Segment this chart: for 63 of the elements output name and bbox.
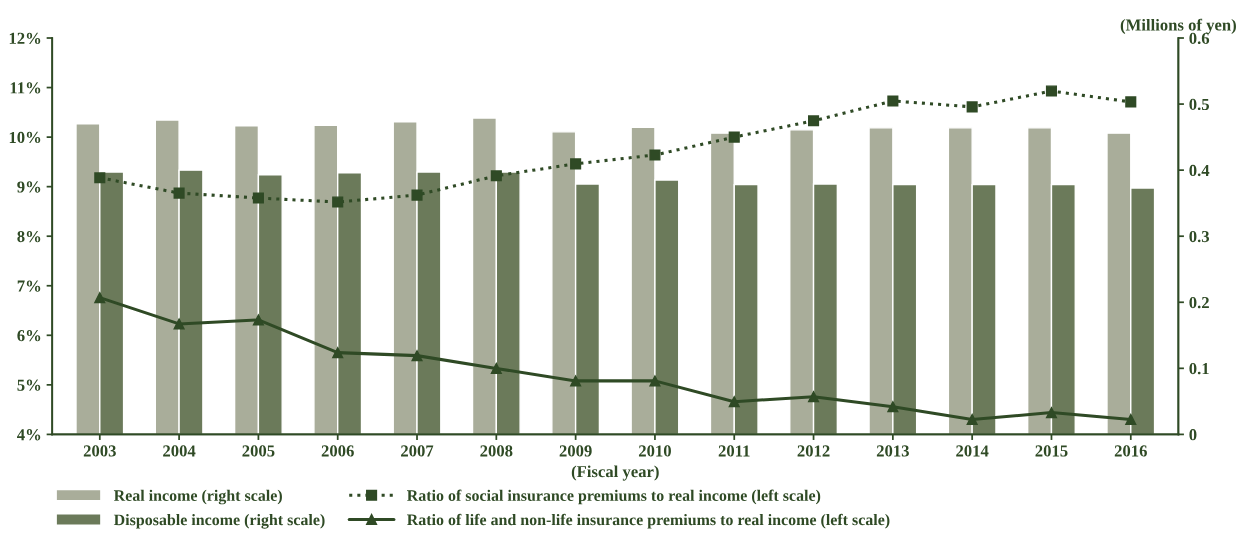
- point: [173, 318, 185, 330]
- point: [807, 391, 820, 403]
- point: [252, 192, 264, 204]
- x-tick-label: 2012: [797, 445, 830, 457]
- x-tick-label: 2004: [163, 445, 196, 457]
- point: [332, 347, 344, 359]
- point: [173, 187, 185, 199]
- y-tick-label: 7%: [17, 280, 41, 292]
- point: [807, 115, 820, 127]
- y2-tick-label: 0.4: [1189, 164, 1210, 177]
- y2-tick-label: 0.5: [1189, 98, 1209, 111]
- point: [1125, 96, 1137, 108]
- point: [490, 170, 502, 182]
- x-tick-label: 2005: [242, 445, 275, 457]
- y-tick-label: 4%: [17, 429, 41, 441]
- point: [94, 172, 106, 184]
- x-axis-title: (Fiscal year): [571, 465, 659, 481]
- point: [411, 189, 423, 201]
- legend-label: Real income (right scale): [113, 489, 282, 505]
- point: [1045, 407, 1058, 419]
- y2-tick-label: 0.2: [1189, 296, 1209, 309]
- x-tick-label: 2013: [876, 445, 909, 457]
- y2-tick-label: 0.1: [1189, 363, 1209, 375]
- point: [1045, 85, 1058, 97]
- y-tick-label: 6%: [17, 330, 41, 342]
- point: [570, 375, 582, 387]
- point: [332, 196, 344, 208]
- x-tick-label: 2016: [1114, 445, 1147, 457]
- point: [728, 131, 740, 143]
- y-tick-label: 12%: [9, 32, 41, 45]
- x-tick-label: 2007: [401, 445, 434, 457]
- x-tick-label: 2015: [1035, 445, 1068, 457]
- point: [411, 350, 423, 362]
- x-tick-label: 2006: [321, 445, 354, 457]
- point: [966, 101, 978, 113]
- x-tick-label: 2009: [559, 445, 592, 457]
- point: [887, 401, 899, 413]
- y2-tick-label: 0: [1189, 429, 1197, 441]
- y-tick-label: 5%: [17, 379, 41, 391]
- point: [966, 413, 978, 426]
- x-tick-label: 2011: [718, 445, 750, 457]
- point: [570, 158, 582, 170]
- y-tick-label: 10%: [9, 131, 41, 144]
- legend-label: Ratio of life and non-life insurance premiums to real income (left scale): [407, 513, 890, 529]
- y2-tick-label: 0.3: [1189, 230, 1210, 243]
- x-tick-label: 2014: [956, 445, 989, 457]
- point: [649, 375, 661, 387]
- point: [649, 149, 661, 161]
- x-tick-label: 2003: [83, 445, 116, 457]
- y-tick-label: 8%: [17, 230, 41, 243]
- point: [1125, 413, 1137, 426]
- point: [728, 396, 740, 408]
- x-tick-label: 2008: [480, 445, 513, 457]
- legend-label: Ratio of social insurance premiums to real income (left scale): [407, 489, 821, 505]
- point: [94, 292, 106, 304]
- x-tick-label: 2010: [638, 445, 671, 457]
- point: [252, 314, 264, 326]
- point: [887, 95, 899, 107]
- y-tick-label: 11%: [10, 82, 41, 94]
- y2-tick-label: 0.6: [1189, 32, 1210, 45]
- legend-label: Disposable income (right scale): [113, 514, 325, 529]
- y-tick-label: 9%: [17, 181, 41, 193]
- point: [490, 362, 502, 375]
